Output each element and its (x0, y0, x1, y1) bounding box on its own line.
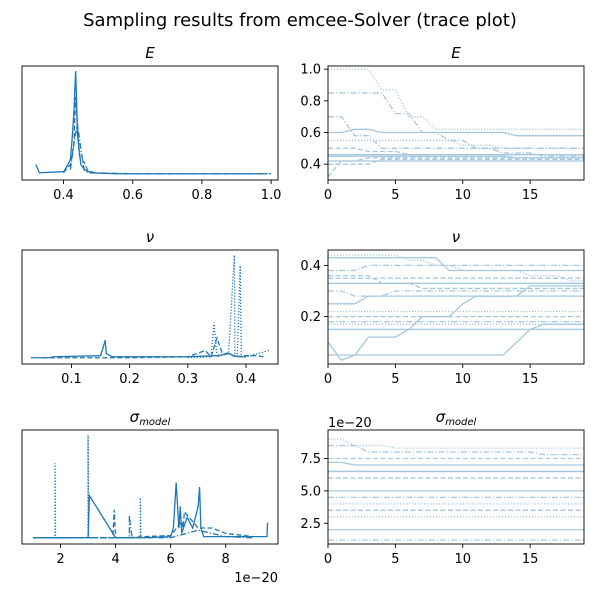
y-tick-label: 2.5 (300, 517, 321, 532)
panel-title: ν (146, 228, 154, 246)
series-line-2 (328, 128, 584, 137)
x-tick-label: 5 (391, 372, 399, 387)
nu-density-panel: 0.1 0.2 0.3 0.4 ν (21, 228, 279, 387)
E-density-panel: 0.4 0.6 0.8 1.0 E (21, 44, 282, 203)
panel-title: E (145, 44, 155, 62)
x-tick-label: 2 (56, 552, 64, 567)
series-line-1 (328, 444, 584, 456)
y-tick-label: 5.0 (300, 484, 321, 499)
series-line-0 (328, 68, 584, 130)
E-trace-panel: 0 5 10 15 0.4 0.6 0.8 1.0 E (300, 44, 585, 203)
series-line-2 (33, 509, 254, 539)
series-line-1 (328, 257, 584, 272)
x-tick-label: 6 (167, 552, 175, 567)
series-line-6 (328, 139, 584, 149)
y-tick-label: 0.2 (300, 310, 321, 325)
y-tick-label: 0.4 (300, 259, 321, 274)
panel-title-subscript: model (445, 417, 476, 428)
y-offset-label: 1e−20 (328, 416, 372, 431)
panel-title-subscript: model (139, 417, 170, 428)
x-tick-label: 10 (454, 372, 471, 387)
series-line-10 (328, 295, 584, 305)
y-tick-label: 0.8 (300, 94, 321, 109)
x-tick-label: 1.0 (261, 188, 282, 203)
series-line-2 (328, 264, 584, 272)
x-tick-label: 0.4 (53, 188, 74, 203)
series-line-7 (328, 285, 584, 361)
x-tick-label: 0.1 (61, 372, 82, 387)
series-line-0 (33, 435, 142, 539)
x-tick-label: 10 (454, 188, 471, 203)
sigma-trace-panel: 0 5 10 15 2.5 5.0 7.5 σmodel 1e−20 (300, 408, 585, 567)
series-line-0 (328, 438, 584, 449)
series-line-5 (328, 290, 584, 297)
figure-title: Sampling results from emcee-Solver (trac… (83, 10, 517, 31)
series-line-1 (33, 482, 269, 539)
nu-trace-panel: 0 5 10 15 0.2 0.4 ν (300, 228, 585, 387)
x-tick-label: 0.8 (192, 188, 213, 203)
x-tick-label: 5 (391, 188, 399, 203)
axes-frame (21, 65, 279, 181)
axes-frame (21, 249, 279, 365)
x-tick-label: 0 (324, 552, 332, 567)
x-tick-label: 0.3 (177, 372, 198, 387)
series-line-2 (69, 122, 272, 175)
y-tick-label: 0.6 (300, 126, 321, 141)
series-line-9 (328, 158, 584, 165)
axes-frame (327, 65, 585, 181)
series-line-5 (328, 147, 584, 156)
x-tick-label: 8 (222, 552, 230, 567)
series-line-1 (42, 336, 264, 359)
panel-title: σmodel (130, 408, 171, 428)
panel-title: σmodel (436, 408, 477, 428)
x-tick-label: 15 (522, 188, 539, 203)
series-line-14 (328, 274, 584, 290)
x-offset-label: 1e−20 (234, 571, 278, 586)
series-line-1 (328, 92, 584, 157)
x-tick-label: 4 (111, 552, 119, 567)
y-tick-label: 0.4 (300, 158, 321, 173)
y-tick-label: 1.0 (300, 63, 321, 78)
series-line-3 (33, 515, 254, 539)
sigma-density-panel: 2 4 6 8 σmodel 1e−20 (21, 408, 279, 586)
x-tick-label: 15 (522, 552, 539, 567)
series-line-2 (187, 255, 270, 359)
axes-frame (327, 429, 585, 545)
series-line-0 (328, 254, 584, 282)
series-line-0 (35, 71, 268, 175)
axes-frame (327, 249, 585, 365)
x-tick-label: 5 (391, 552, 399, 567)
series-line-8 (328, 116, 584, 149)
series-line-1 (63, 97, 99, 175)
x-tick-label: 0.4 (236, 372, 257, 387)
series-line-12 (328, 323, 584, 356)
series-line-2 (328, 461, 584, 466)
panel-title: E (451, 44, 461, 62)
x-tick-label: 0.2 (119, 372, 140, 387)
series-line-4 (328, 155, 584, 159)
panel-title: ν (452, 228, 460, 246)
axes-frame (21, 429, 279, 545)
x-tick-label: 10 (454, 552, 471, 567)
x-tick-label: 15 (522, 372, 539, 387)
y-tick-label: 7.5 (300, 452, 321, 467)
x-tick-label: 0 (324, 372, 332, 387)
x-tick-label: 0 (324, 188, 332, 203)
x-tick-label: 0.6 (122, 188, 143, 203)
